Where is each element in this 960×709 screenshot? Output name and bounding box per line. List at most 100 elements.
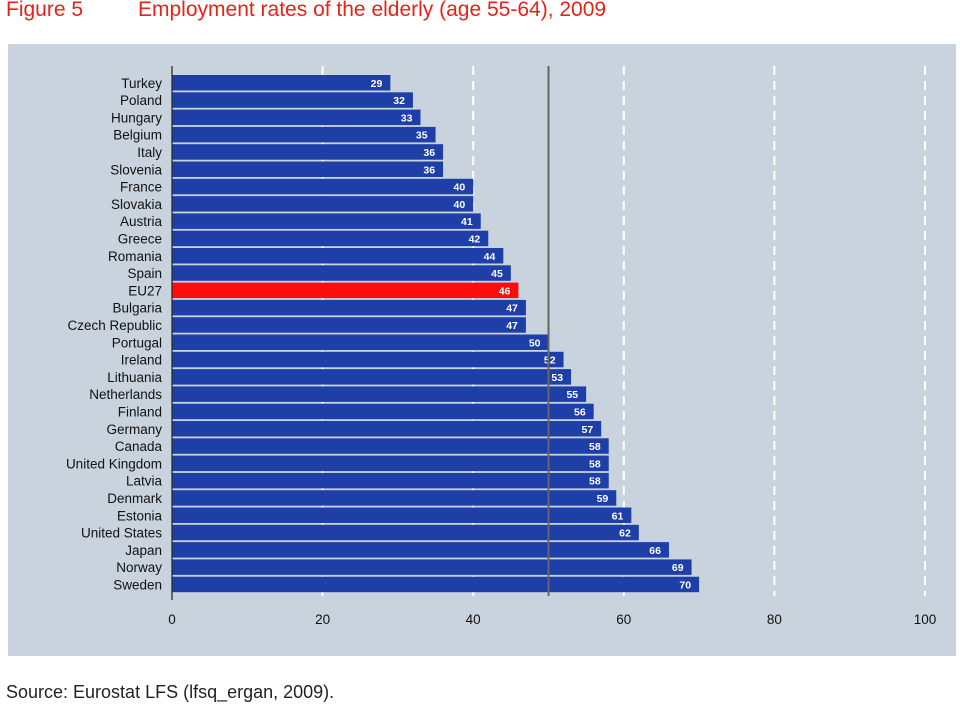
bar bbox=[172, 559, 692, 575]
bar bbox=[172, 421, 602, 437]
bar bbox=[172, 75, 391, 91]
category-label: Belgium bbox=[113, 128, 162, 143]
category-label: Czech Republic bbox=[67, 318, 162, 333]
category-label: Portugal bbox=[112, 335, 162, 350]
category-label: Netherlands bbox=[89, 387, 162, 402]
category-label: Lithuania bbox=[107, 370, 162, 385]
category-label: Slovenia bbox=[110, 162, 162, 177]
value-label: 36 bbox=[423, 164, 435, 176]
x-tick-label: 80 bbox=[767, 612, 782, 627]
bar bbox=[172, 369, 572, 385]
bar bbox=[172, 403, 594, 420]
bar bbox=[172, 265, 511, 281]
bar bbox=[172, 126, 436, 143]
bar-chart: 29 Turkey 32 Poland 33 Hungary 35 Belgium 36 Ital… bbox=[66, 66, 937, 627]
bar bbox=[172, 299, 526, 316]
value-label: 56 bbox=[574, 406, 586, 418]
value-label: 41 bbox=[461, 216, 473, 228]
chart-title: Employment rates of the elderly (age 55-… bbox=[138, 0, 607, 21]
category-label: Ireland bbox=[121, 353, 162, 368]
category-label: Latvia bbox=[126, 474, 163, 489]
bar bbox=[172, 490, 617, 506]
category-label: Japan bbox=[125, 543, 162, 558]
category-label: Spain bbox=[127, 266, 162, 281]
value-label: 40 bbox=[454, 199, 466, 211]
value-label: 47 bbox=[506, 320, 518, 332]
bar bbox=[172, 351, 564, 368]
value-label: 45 bbox=[491, 268, 503, 280]
x-tick-label: 20 bbox=[315, 612, 330, 627]
bar bbox=[172, 144, 444, 160]
bar bbox=[172, 248, 504, 264]
value-label: 62 bbox=[619, 528, 631, 540]
value-label: 40 bbox=[454, 182, 466, 194]
bar bbox=[172, 178, 474, 195]
bar bbox=[172, 213, 481, 229]
bar bbox=[172, 230, 489, 247]
bar bbox=[172, 92, 413, 108]
value-label: 44 bbox=[484, 251, 496, 263]
value-label: 46 bbox=[499, 285, 511, 297]
value-label: 33 bbox=[401, 112, 413, 124]
category-label: Austria bbox=[120, 214, 163, 229]
value-label: 58 bbox=[589, 476, 601, 488]
category-label: France bbox=[120, 180, 162, 195]
value-label: 57 bbox=[582, 424, 594, 436]
bar bbox=[172, 317, 526, 333]
category-label: Turkey bbox=[121, 76, 162, 91]
value-label: 52 bbox=[544, 355, 556, 367]
value-label: 59 bbox=[597, 493, 609, 505]
category-label: United States bbox=[81, 526, 162, 541]
value-label: 53 bbox=[551, 372, 563, 384]
category-label: Estonia bbox=[117, 508, 163, 523]
category-label: Germany bbox=[106, 422, 162, 437]
bar bbox=[172, 438, 609, 454]
category-label: Sweden bbox=[113, 577, 162, 592]
value-label: 36 bbox=[423, 147, 435, 159]
category-label: Bulgaria bbox=[112, 301, 162, 316]
x-tick-label: 40 bbox=[466, 612, 481, 627]
bar bbox=[172, 542, 669, 558]
value-label: 47 bbox=[506, 303, 518, 315]
value-label: 58 bbox=[589, 441, 601, 453]
source-note: Source: Eurostat LFS (lfsq_ergan, 2009). bbox=[6, 682, 335, 702]
x-tick-label: 0 bbox=[168, 612, 176, 627]
value-label: 61 bbox=[612, 510, 624, 522]
value-label: 50 bbox=[529, 337, 541, 349]
bar bbox=[172, 455, 609, 472]
category-label: Finland bbox=[118, 404, 162, 419]
value-label: 42 bbox=[469, 233, 481, 245]
bar bbox=[172, 109, 421, 126]
figure-label: Figure 5 bbox=[6, 0, 84, 21]
category-label: Canada bbox=[115, 439, 163, 454]
x-tick-label: 100 bbox=[914, 612, 937, 627]
value-label: 32 bbox=[393, 95, 405, 107]
value-label: 29 bbox=[371, 78, 383, 90]
category-label: Denmark bbox=[107, 491, 162, 506]
category-label: Hungary bbox=[111, 110, 162, 125]
category-label: United Kingdom bbox=[66, 456, 162, 471]
value-label: 66 bbox=[649, 545, 661, 557]
value-label: 70 bbox=[679, 579, 691, 591]
category-label: Norway bbox=[116, 560, 162, 575]
bar bbox=[172, 507, 632, 523]
value-label: 55 bbox=[566, 389, 578, 401]
category-label: Italy bbox=[137, 145, 162, 160]
bar bbox=[172, 334, 549, 350]
bar bbox=[172, 524, 639, 541]
x-tick-label: 60 bbox=[616, 612, 631, 627]
bar bbox=[172, 386, 587, 402]
value-label: 58 bbox=[589, 458, 601, 470]
bar bbox=[172, 282, 519, 299]
bar bbox=[172, 196, 474, 212]
bar bbox=[172, 161, 444, 177]
category-label: Poland bbox=[120, 93, 162, 108]
category-label: Romania bbox=[108, 249, 163, 264]
value-label: 35 bbox=[416, 130, 428, 142]
bar bbox=[172, 472, 609, 489]
value-label: 69 bbox=[672, 562, 684, 574]
category-label: Greece bbox=[118, 231, 162, 246]
category-label: Slovakia bbox=[111, 197, 163, 212]
bar bbox=[172, 576, 700, 593]
category-label: EU27 bbox=[128, 283, 162, 298]
